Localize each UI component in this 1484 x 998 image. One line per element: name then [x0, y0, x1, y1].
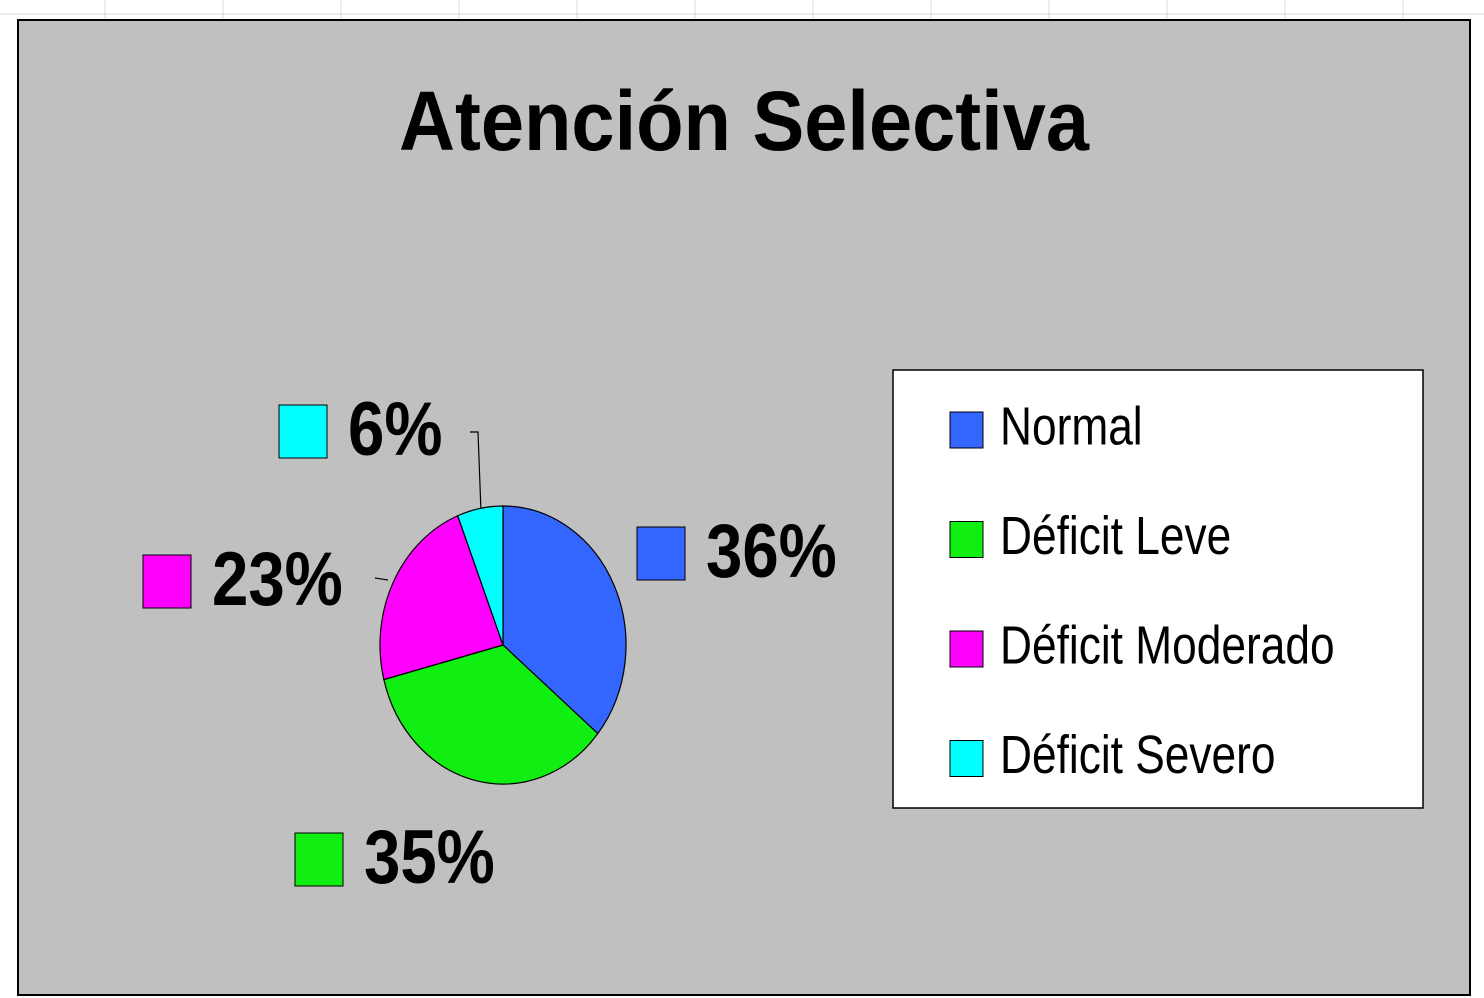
legend-key — [949, 630, 984, 668]
legend-key — [949, 521, 984, 558]
data-label: 35% — [364, 816, 495, 901]
pie-slice — [456, 505, 504, 646]
legend-label: Déficit Severo — [1000, 725, 1276, 785]
legend-label: Déficit Leve — [1000, 506, 1231, 566]
pie-slice — [502, 505, 627, 735]
legend-key — [949, 740, 984, 777]
label-key — [142, 554, 192, 609]
data-label: 36% — [706, 510, 837, 595]
data-label: 23% — [212, 538, 343, 623]
sheet-grid — [0, 0, 1484, 20]
leader-line — [470, 431, 482, 513]
data-label: 6% — [348, 388, 442, 473]
label-key — [278, 404, 328, 459]
pie-slice — [379, 514, 504, 681]
leader-line — [374, 577, 389, 581]
label-key — [636, 526, 686, 581]
legend-label: Déficit Moderado — [1000, 615, 1335, 675]
pie-slice — [383, 644, 599, 785]
legend-label: Normal — [1000, 396, 1143, 456]
label-key — [294, 832, 344, 887]
legend-key — [949, 411, 984, 449]
chart-title: Atención Selectiva — [399, 74, 1090, 168]
